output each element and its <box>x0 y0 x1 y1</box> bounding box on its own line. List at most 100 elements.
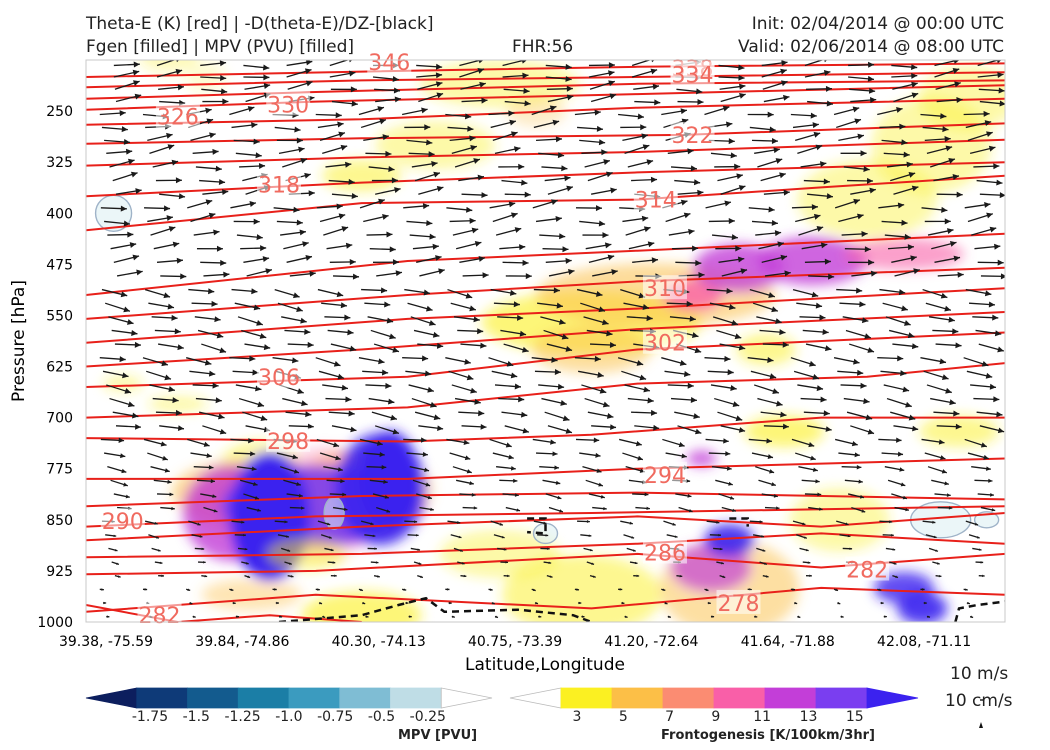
wind-arrow-head <box>868 87 876 94</box>
wind-arrow-head <box>845 522 849 526</box>
wind-arrow-head <box>438 268 445 275</box>
wind-arrow-head <box>594 355 601 362</box>
wind-arrow-head <box>771 219 778 226</box>
wind-arrow-head <box>738 185 746 191</box>
wind-arrow-head <box>474 398 481 405</box>
wind-arrow-head <box>388 398 395 405</box>
wind-arrow-head <box>857 213 864 220</box>
wind-arrow-head <box>432 331 440 338</box>
theta-e-label-bg <box>256 171 301 196</box>
wind-arrow-head <box>175 68 183 75</box>
wind-arrow-head <box>784 270 791 277</box>
wind-arrow-head <box>728 218 735 225</box>
wind-arrow-head <box>835 588 839 591</box>
wind-arrow-head <box>189 601 193 605</box>
x-tick-label: 40.30, -74.13 <box>332 634 426 650</box>
wind-arrow-head <box>249 355 256 362</box>
wind-arrow-head <box>689 315 696 322</box>
wind-arrow-head <box>562 415 570 422</box>
wind-arrow-head <box>337 373 345 380</box>
wind-arrow-head <box>837 601 841 605</box>
wind-arrow-head <box>603 506 607 511</box>
wind-arrow-head <box>116 562 119 565</box>
wind-arrow-head <box>650 176 658 183</box>
wind-arrow-head <box>466 374 474 381</box>
wind-arrow-head <box>905 507 909 512</box>
wind-arrow-head <box>477 174 485 181</box>
wind-arrow-head <box>120 291 128 298</box>
theta-e-label: 298 <box>267 430 309 455</box>
wind-arrow-head <box>506 360 514 367</box>
wind-arrow-head <box>125 148 133 155</box>
wind-arrow-head <box>187 588 191 591</box>
wind-arrow-head <box>911 185 919 192</box>
wind-arrow-head <box>131 412 139 419</box>
wind-arrow-head <box>823 410 830 417</box>
wind-arrow-head <box>219 347 227 354</box>
wind-arrow-head <box>491 601 495 605</box>
wind-arrow-head <box>819 314 826 321</box>
wind-arrow-head <box>591 562 595 565</box>
wind-arrow-head <box>392 428 399 435</box>
wind-arrow-head <box>908 414 916 421</box>
theta-e-labels: 3463383343263303223183143103063022982942… <box>100 49 890 629</box>
wind-arrow-head <box>392 259 399 266</box>
wind-arrow-head <box>868 61 875 68</box>
init-time: Init: 02/04/2014 @ 00:00 UTC <box>751 14 1004 34</box>
wind-arrow-head <box>305 411 312 418</box>
wind-arrow-head <box>723 438 729 444</box>
wind-arrow-head <box>984 290 992 297</box>
wind-arrow-head <box>177 84 184 91</box>
fgen-blob <box>375 121 496 170</box>
wind-arrow-head <box>687 494 692 498</box>
wind-arrow-head <box>780 254 788 261</box>
wind-arrow-head <box>970 615 974 618</box>
wind-arrow-head <box>847 534 851 538</box>
wind-arrow-head <box>687 382 694 389</box>
wind-arrow-head <box>824 345 832 352</box>
theta-e-label-bg <box>367 49 412 74</box>
wind-arrow-head <box>884 615 887 618</box>
wind-arrow-head <box>922 588 925 591</box>
wind-arrow-head <box>825 85 833 92</box>
colorbar-swatch <box>237 687 290 709</box>
wind-arrow-head <box>424 124 431 131</box>
wind-arrow-head <box>775 158 783 164</box>
wind-arrow-head <box>611 269 618 276</box>
wind-arrow-head <box>384 495 389 499</box>
wind-arrow-head <box>126 319 134 325</box>
wind-arrow-head <box>178 193 186 200</box>
wind-arrow-head <box>114 548 118 552</box>
wind-arrow-head <box>405 601 409 605</box>
wind-arrow-head <box>779 329 786 336</box>
colorbar-swatch <box>440 687 493 709</box>
wind-arrow-head <box>430 507 434 512</box>
wind-arrow-head <box>697 99 704 106</box>
wind-arrow-head <box>783 189 790 196</box>
wind-arrow-head <box>554 465 560 470</box>
wind-arrow-head <box>524 100 531 107</box>
wind-arrow-head <box>471 227 479 234</box>
wind-arrow-head <box>426 220 433 227</box>
wind-arrow-head <box>690 165 697 172</box>
wind-arrow-head <box>248 437 254 444</box>
wind-arrow-head <box>429 401 437 408</box>
wind-arrow-head <box>164 468 170 473</box>
wind-arrow-head <box>162 455 168 461</box>
wind-arrow-head <box>824 258 831 265</box>
wind-arrow-head <box>121 468 127 474</box>
wind-arrow-head <box>176 257 183 264</box>
theta-e-label-bg <box>100 508 145 533</box>
wind-arrow-head <box>478 410 485 417</box>
wind-arrow-head <box>204 574 208 578</box>
wind-arrow-head <box>809 574 812 578</box>
wind-arrow-head <box>338 213 346 220</box>
wind-arrow-head <box>392 76 399 83</box>
theta-e-label-bg <box>716 589 761 614</box>
wind-arrow-head <box>435 255 442 261</box>
wind-arrow-head <box>771 482 776 487</box>
wind-arrow-head <box>560 400 567 406</box>
wind-arrow-head <box>621 601 625 605</box>
wind-arrow-head <box>414 520 418 524</box>
wind-arrow-head <box>901 139 908 146</box>
